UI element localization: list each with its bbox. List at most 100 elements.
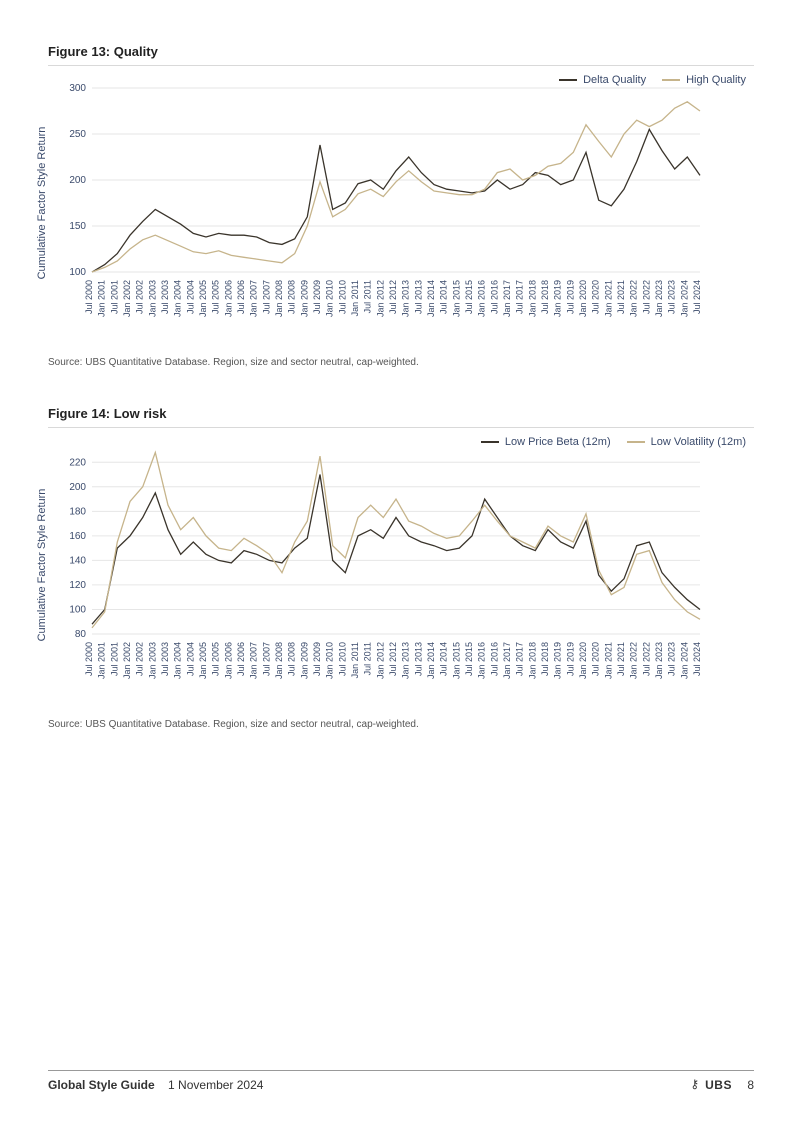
svg-text:Jan 2012: Jan 2012 [375, 280, 385, 317]
legend-label: Low Volatility (12m) [651, 436, 746, 448]
figure-title: Figure 13: Quality [48, 44, 754, 59]
svg-text:Jan 2002: Jan 2002 [122, 280, 132, 317]
svg-text:Jul 2019: Jul 2019 [565, 280, 575, 314]
svg-text:Jul 2020: Jul 2020 [591, 280, 601, 314]
svg-text:Jul 2007: Jul 2007 [261, 642, 271, 676]
figure-title: Figure 14: Low risk [48, 406, 754, 421]
figure-13: Figure 13: Quality Delta Quality High Qua… [48, 44, 754, 368]
svg-text:Jan 2001: Jan 2001 [97, 642, 107, 679]
svg-text:Jul 2001: Jul 2001 [109, 642, 119, 676]
svg-text:Jan 2009: Jan 2009 [299, 280, 309, 317]
svg-text:Jan 2014: Jan 2014 [426, 642, 436, 679]
svg-text:Jul 2006: Jul 2006 [236, 642, 246, 676]
svg-text:Jul 2021: Jul 2021 [616, 642, 626, 676]
svg-text:Jul 2019: Jul 2019 [565, 642, 575, 676]
svg-text:Jul 2012: Jul 2012 [388, 280, 398, 314]
chart-container: Low Price Beta (12m) Low Volatility (12m)… [48, 432, 754, 697]
svg-text:Jan 2010: Jan 2010 [325, 280, 335, 317]
legend-label: Low Price Beta (12m) [505, 436, 611, 448]
svg-text:Jul 2012: Jul 2012 [388, 642, 398, 676]
ubs-keys-icon: ⚷ [690, 1077, 699, 1092]
svg-text:Jan 2011: Jan 2011 [350, 642, 360, 678]
svg-text:100: 100 [69, 267, 86, 278]
svg-text:Jan 2008: Jan 2008 [274, 642, 284, 679]
svg-text:Jan 2013: Jan 2013 [401, 642, 411, 679]
legend-item: Low Price Beta (12m) [481, 436, 611, 448]
svg-text:Jul 2003: Jul 2003 [160, 642, 170, 676]
svg-text:Jul 2000: Jul 2000 [84, 642, 94, 676]
line-chart: 100150200250300Jul 2000Jan 2001Jul 2001J… [48, 70, 708, 330]
svg-text:Jan 2021: Jan 2021 [603, 642, 613, 679]
svg-text:Jan 2014: Jan 2014 [426, 280, 436, 317]
svg-text:Jul 2014: Jul 2014 [439, 280, 449, 314]
legend-label: High Quality [686, 74, 746, 86]
svg-text:Jul 2018: Jul 2018 [540, 280, 550, 314]
legend: Low Price Beta (12m) Low Volatility (12m) [481, 436, 746, 448]
svg-text:200: 200 [69, 175, 86, 186]
svg-text:Jul 2010: Jul 2010 [337, 280, 347, 314]
svg-text:Jul 2015: Jul 2015 [464, 642, 474, 676]
svg-text:Jan 2019: Jan 2019 [553, 642, 563, 679]
svg-text:100: 100 [69, 604, 86, 615]
svg-text:Jul 2000: Jul 2000 [84, 280, 94, 314]
svg-text:Jan 2019: Jan 2019 [553, 280, 563, 317]
svg-text:Jan 2023: Jan 2023 [654, 642, 664, 679]
svg-text:Jul 2023: Jul 2023 [667, 280, 677, 314]
svg-text:Jan 2020: Jan 2020 [578, 642, 588, 679]
footer-right: ⚷ UBS 8 [690, 1077, 754, 1092]
svg-text:250: 250 [69, 129, 86, 140]
svg-text:Jan 2003: Jan 2003 [147, 280, 157, 317]
svg-text:Jul 2020: Jul 2020 [591, 642, 601, 676]
footer-date: 1 November 2024 [168, 1078, 263, 1092]
svg-text:200: 200 [69, 482, 86, 493]
svg-text:Jan 2024: Jan 2024 [679, 642, 689, 679]
footer-left: Global Style Guide 1 November 2024 [48, 1078, 263, 1092]
svg-text:Jan 2023: Jan 2023 [654, 280, 664, 317]
svg-text:Jul 2004: Jul 2004 [185, 280, 195, 314]
svg-text:Jul 2009: Jul 2009 [312, 642, 322, 676]
brand-name: UBS [705, 1078, 732, 1092]
svg-text:Jul 2013: Jul 2013 [413, 280, 423, 314]
svg-text:Jul 2006: Jul 2006 [236, 280, 246, 314]
svg-text:Jul 2004: Jul 2004 [185, 642, 195, 676]
figure-14: Figure 14: Low risk Low Price Beta (12m)… [48, 406, 754, 730]
svg-text:Jan 2018: Jan 2018 [527, 280, 537, 317]
svg-text:Jan 2011: Jan 2011 [350, 280, 360, 316]
y-axis-label: Cumulative Factor Style Return [36, 488, 48, 641]
svg-text:Jul 2022: Jul 2022 [641, 280, 651, 314]
page-number: 8 [747, 1078, 754, 1092]
svg-text:Jan 2004: Jan 2004 [173, 280, 183, 317]
guide-name: Global Style Guide [48, 1078, 155, 1092]
svg-text:80: 80 [75, 629, 87, 640]
svg-text:Jan 2017: Jan 2017 [502, 280, 512, 317]
line-chart: 80100120140160180200220Jul 2000Jan 2001J… [48, 432, 708, 692]
svg-text:Jul 2011: Jul 2011 [363, 280, 373, 313]
svg-text:Jul 2017: Jul 2017 [515, 642, 525, 676]
source-text: Source: UBS Quantitative Database. Regio… [48, 357, 754, 368]
svg-text:Jul 2023: Jul 2023 [667, 642, 677, 676]
legend-label: Delta Quality [583, 74, 646, 86]
svg-text:Jan 2022: Jan 2022 [629, 642, 639, 679]
legend-swatch [662, 79, 680, 81]
legend-item: Low Volatility (12m) [627, 436, 746, 448]
page-footer: Global Style Guide 1 November 2024 ⚷ UBS… [48, 1070, 754, 1092]
svg-text:Jul 2009: Jul 2009 [312, 280, 322, 314]
svg-text:Jan 2006: Jan 2006 [223, 280, 233, 317]
svg-text:Jan 2003: Jan 2003 [147, 642, 157, 679]
svg-text:Jul 2024: Jul 2024 [692, 280, 702, 314]
svg-text:Jul 2016: Jul 2016 [489, 280, 499, 314]
source-text: Source: UBS Quantitative Database. Regio… [48, 719, 754, 730]
svg-text:Jan 2016: Jan 2016 [477, 280, 487, 317]
legend-item: High Quality [662, 74, 746, 86]
svg-text:Jul 2005: Jul 2005 [211, 280, 221, 314]
svg-text:Jan 2018: Jan 2018 [527, 642, 537, 679]
svg-text:160: 160 [69, 531, 86, 542]
svg-text:220: 220 [69, 457, 86, 468]
y-axis-label: Cumulative Factor Style Return [36, 126, 48, 279]
svg-text:Jan 2002: Jan 2002 [122, 642, 132, 679]
svg-text:Jul 2016: Jul 2016 [489, 642, 499, 676]
svg-text:Jul 2022: Jul 2022 [641, 642, 651, 676]
svg-text:Jan 2004: Jan 2004 [173, 642, 183, 679]
svg-text:Jan 2007: Jan 2007 [249, 642, 259, 679]
divider [48, 65, 754, 66]
